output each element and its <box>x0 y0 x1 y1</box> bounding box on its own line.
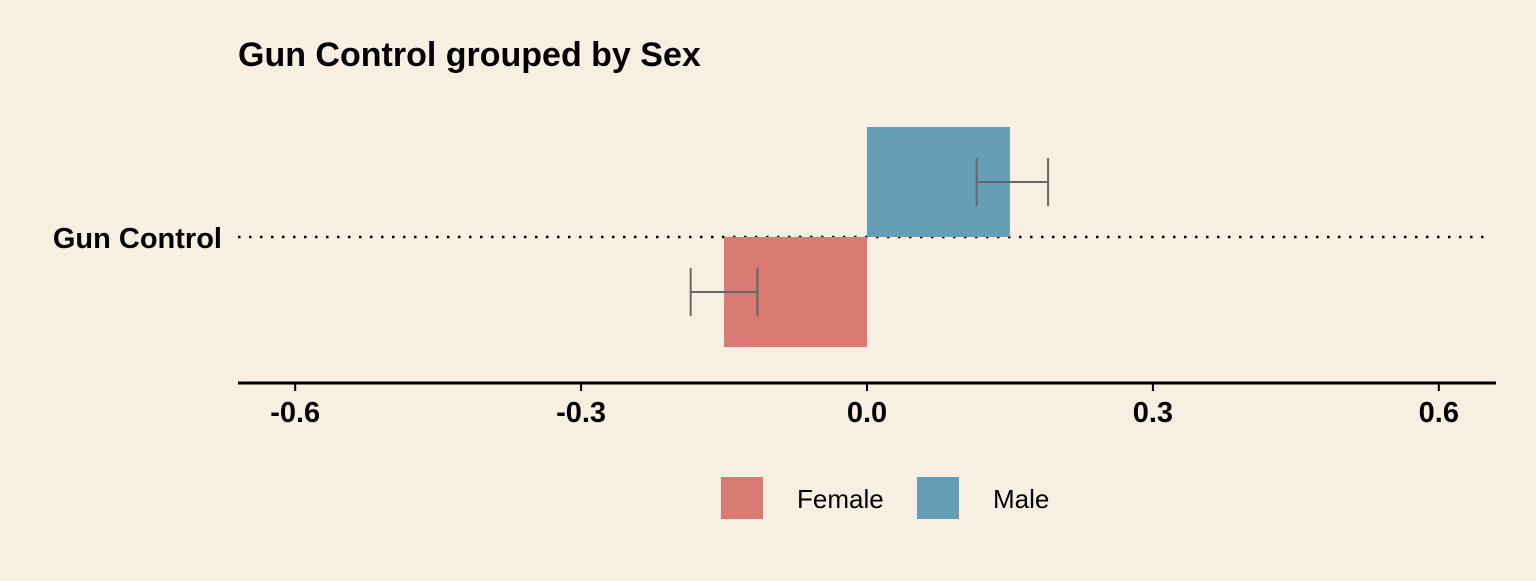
bars <box>724 127 1010 347</box>
x-tick-label: -0.3 <box>556 397 606 429</box>
x-axis-ticks: -0.6 -0.3 0.0 0.3 0.6 <box>270 383 1459 429</box>
x-tick-label: 0.0 <box>847 397 887 429</box>
y-tick-label: Gun Control <box>53 223 222 255</box>
legend: Female Male <box>721 477 1049 519</box>
legend-label-male: Male <box>993 484 1049 514</box>
x-tick-label: 0.3 <box>1133 397 1173 429</box>
legend-label-female: Female <box>797 484 884 514</box>
x-tick-label: -0.6 <box>270 397 320 429</box>
legend-swatch-female <box>721 477 763 519</box>
chart-title: Gun Control grouped by Sex <box>238 36 701 74</box>
error-bars <box>689 158 1050 316</box>
x-tick-label: 0.6 <box>1419 397 1459 429</box>
legend-swatch-male <box>917 477 959 519</box>
y-axis-labels: Gun Control <box>53 223 222 255</box>
